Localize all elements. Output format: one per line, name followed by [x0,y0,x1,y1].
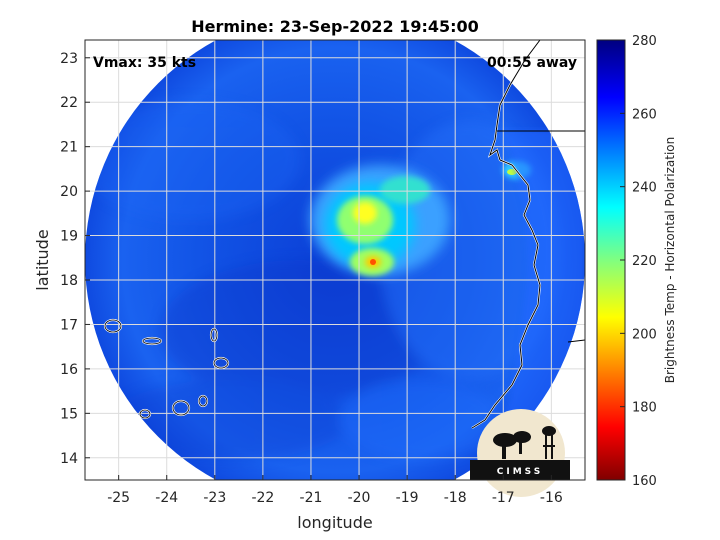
x-tick-label: -21 [300,490,323,506]
y-tick-label: 20 [60,184,78,200]
y-tick-label: 19 [60,229,78,245]
colorbar-tick-label: 280 [632,34,657,49]
x-tick-label: -22 [251,490,274,506]
vmax-label: Vmax: 35 kts [93,55,196,71]
satellite-dish-icon [493,431,531,459]
colorbar-tick-label: 260 [632,107,657,122]
water-tower-icon [542,426,556,459]
colorbar-tick-label: 240 [632,181,657,196]
x-tick-label: -19 [396,490,419,506]
colorbar-ticks: 160 180 200 220 240 260 280 [620,34,657,489]
y-tick-label: 17 [60,317,78,333]
y-tick-label: 16 [60,362,78,378]
colorbar-tick-label: 180 [632,401,657,416]
y-tick-label: 21 [60,140,78,156]
x-tick-label: -16 [540,490,563,506]
colorbar: 160 180 200 220 240 260 280 Brightness Temp - … [596,34,677,489]
y-tick-label: 14 [60,451,78,467]
plot-title: Hermine: 23-Sep-2022 19:45:00 [191,17,479,36]
y-tick-label: 15 [60,406,78,422]
logo-banner [470,460,570,480]
x-axis-label: longitude [297,513,372,532]
cimss-logo: CIMSS [470,409,570,497]
colorbar-label: Brightness Temp - Horizontal Polarizatio… [663,137,677,384]
x-tick-label: -23 [203,490,226,506]
y-tick-label: 23 [60,51,78,67]
x-tick-label: -17 [492,490,515,506]
x-tick-labels: -25 -24 -23 -22 -21 -20 -19 -18 -17 -16 [107,475,563,506]
y-tick-labels: 14 15 16 17 18 19 20 21 22 23 [60,51,90,467]
colorbar-tick-label: 160 [632,474,657,489]
x-tick-label: -18 [444,490,467,506]
x-tick-label: -20 [348,490,371,506]
time-away-label: 00:55 away [487,55,577,71]
y-tick-label: 22 [60,95,78,111]
gridlines [85,40,585,480]
x-tick-label: -25 [107,490,130,506]
border-line-south [567,339,585,343]
colorbar-tick-label: 200 [632,327,657,342]
colorbar-tick-label: 220 [632,254,657,269]
logo-text: CIMSS [497,467,543,477]
y-tick-label: 18 [60,273,78,289]
axes-frame [84,39,586,481]
storm-convection [310,161,531,276]
africa-coastline-shadow [471,40,541,429]
microwave-swath [85,40,585,480]
y-axis-label: latitude [33,229,52,290]
x-tick-label: -24 [155,490,178,506]
